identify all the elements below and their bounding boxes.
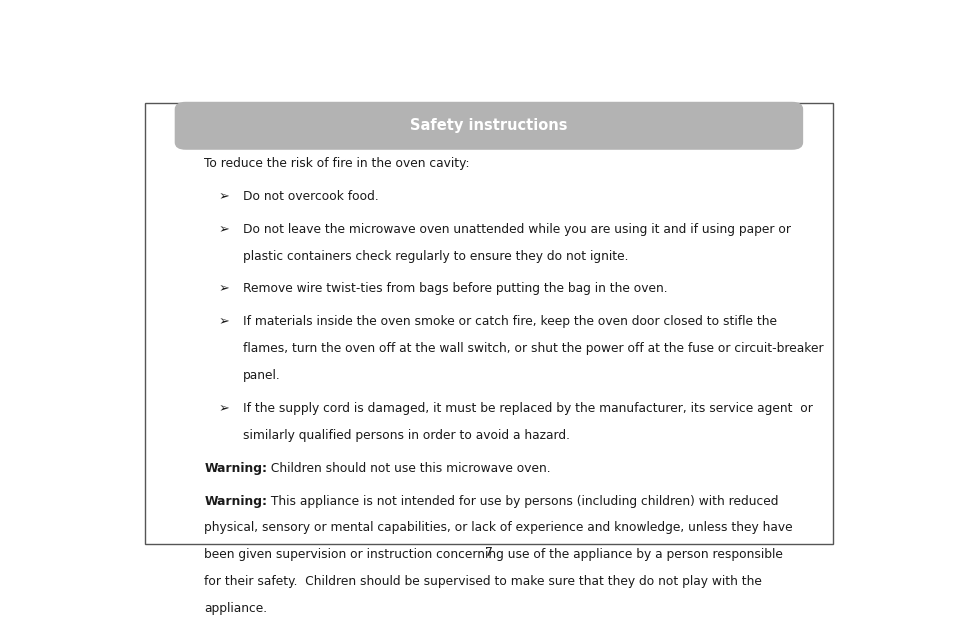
Text: flames, turn the oven off at the wall switch, or shut the power off at the fuse : flames, turn the oven off at the wall sw… xyxy=(242,342,822,356)
Text: similarly qualified persons in order to avoid a hazard.: similarly qualified persons in order to … xyxy=(242,429,569,442)
FancyBboxPatch shape xyxy=(145,103,832,544)
Text: plastic containers check regularly to ensure they do not ignite.: plastic containers check regularly to en… xyxy=(242,250,628,263)
Text: ➢: ➢ xyxy=(219,315,230,328)
Text: Safety instructions: Safety instructions xyxy=(410,118,567,134)
Text: 7: 7 xyxy=(484,546,493,559)
Text: Children should not use this microwave oven.: Children should not use this microwave o… xyxy=(267,462,550,474)
Text: ➢: ➢ xyxy=(219,190,230,203)
Text: panel.: panel. xyxy=(242,369,280,382)
Text: Warning:: Warning: xyxy=(204,462,267,474)
Text: If materials inside the oven smoke or catch fire, keep the oven door closed to s: If materials inside the oven smoke or ca… xyxy=(242,315,776,328)
Text: for their safety.  Children should be supervised to make sure that they do not p: for their safety. Children should be sup… xyxy=(204,576,761,588)
Text: Remove wire twist-ties from bags before putting the bag in the oven.: Remove wire twist-ties from bags before … xyxy=(242,282,667,296)
Text: Warning:: Warning: xyxy=(204,495,267,508)
Text: appliance.: appliance. xyxy=(204,602,267,615)
Text: ➢: ➢ xyxy=(219,223,230,236)
Text: ➢: ➢ xyxy=(219,282,230,296)
Text: This appliance is not intended for use by persons (including children) with redu: This appliance is not intended for use b… xyxy=(267,495,778,508)
Text: ➢: ➢ xyxy=(219,402,230,415)
Text: Do not leave the microwave oven unattended while you are using it and if using p: Do not leave the microwave oven unattend… xyxy=(242,223,790,236)
Text: been given supervision or instruction concerning use of the appliance by a perso: been given supervision or instruction co… xyxy=(204,548,782,562)
Text: If the supply cord is damaged, it must be replaced by the manufacturer, its serv: If the supply cord is damaged, it must b… xyxy=(242,402,812,415)
Text: To reduce the risk of fire in the oven cavity:: To reduce the risk of fire in the oven c… xyxy=(204,157,469,170)
Text: Do not overcook food.: Do not overcook food. xyxy=(242,190,378,203)
FancyBboxPatch shape xyxy=(174,102,802,150)
Text: physical, sensory or mental capabilities, or lack of experience and knowledge, u: physical, sensory or mental capabilities… xyxy=(204,522,792,534)
